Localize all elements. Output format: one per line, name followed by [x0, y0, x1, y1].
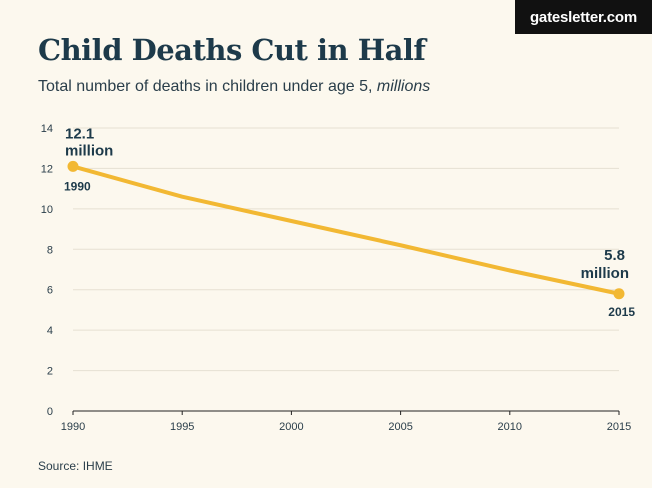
subtitle-text: Total number of deaths in children under… [38, 78, 377, 95]
x-tick-label: 2000 [279, 421, 303, 433]
annotation-unit: million [581, 265, 629, 282]
x-tick-label: 2015 [607, 421, 631, 433]
x-axis: 1990 1995 2000 2005 2010 2015 [61, 411, 631, 433]
y-tick-label: 0 [47, 406, 53, 418]
x-tick-label: 2005 [388, 421, 412, 433]
annotation-value: 5.8 [604, 247, 625, 264]
series-line [71, 164, 621, 296]
y-tick-label: 4 [47, 325, 53, 337]
y-tick-label: 10 [41, 204, 53, 216]
x-tick-label: 1995 [170, 421, 194, 433]
annotation-unit: million [65, 142, 113, 159]
subtitle-unit: millions [376, 78, 431, 95]
data-point [613, 288, 625, 300]
brand-logo[interactable]: gatesletter.com [515, 0, 652, 34]
annotation-year: 2015 [608, 305, 635, 319]
y-tick-label: 2 [47, 366, 53, 378]
y-tick-label: 8 [47, 244, 53, 256]
x-tick-label: 2010 [498, 421, 522, 433]
y-tick-label: 14 [41, 123, 53, 135]
chart-series [67, 160, 625, 300]
x-tick-label: 1990 [61, 421, 85, 433]
y-axis: 0 2 4 6 8 10 12 14 [41, 123, 53, 418]
y-tick-label: 12 [41, 163, 53, 175]
annotation-year: 1990 [64, 179, 91, 193]
source-note: Source: IHME [38, 459, 113, 473]
data-point [67, 160, 79, 172]
chart-title: Child Deaths Cut in Half [38, 33, 426, 67]
chart-subtitle: Total number of deaths in children under… [38, 78, 430, 96]
chart-grid [73, 127, 619, 412]
annotation-value: 12.1 [65, 125, 94, 142]
y-tick-label: 6 [47, 285, 53, 297]
